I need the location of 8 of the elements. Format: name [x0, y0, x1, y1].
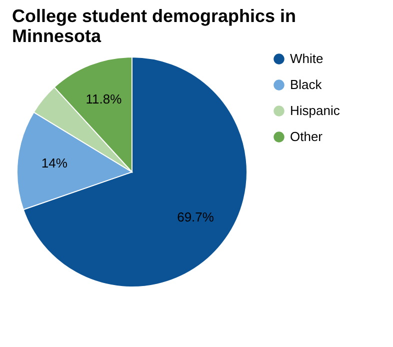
- data-label: 69.7%: [177, 209, 214, 224]
- legend-label: Hispanic: [290, 103, 340, 118]
- data-label: 11.8%: [86, 91, 122, 106]
- data-label: 14%: [41, 156, 68, 171]
- legend-label: White: [290, 51, 324, 66]
- chart-title: College student demographics in Minnesota: [12, 6, 296, 46]
- legend-label: Black: [290, 77, 322, 92]
- legend-label: Other: [290, 129, 324, 144]
